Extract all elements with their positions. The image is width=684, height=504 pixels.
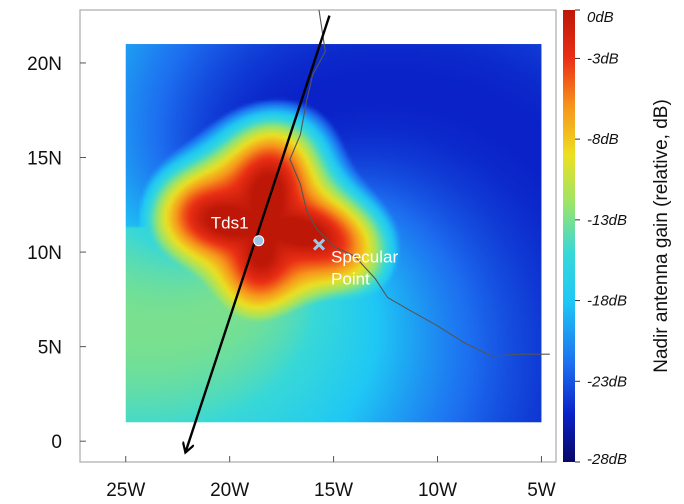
colorbar-tick-label: -13dB [587, 212, 627, 229]
colorbar-tick-label: -8dB [587, 131, 619, 148]
specular-point-label-line: Specular [331, 248, 398, 267]
specular-point-label: Specular Point [331, 248, 398, 289]
x-tick-label: 5W [527, 480, 556, 501]
colorbar-label: Nadir antenna gain (relative, dB) [651, 99, 672, 373]
colorbar-tick-label: -3dB [587, 50, 619, 67]
specular-point-label-line: Point [331, 270, 370, 289]
y-tick-label: 20N [27, 54, 62, 75]
colorbar-ticks: 0dB -3dB -8dB -13dB -18dB -23dB -28dB [575, 9, 627, 468]
x-tick-label: 15W [314, 480, 353, 501]
y-tick-label: 15N [27, 149, 62, 170]
tds1-label: Tds1 [211, 214, 249, 233]
specular-point-marker [312, 238, 326, 251]
y-tick-label: 5N [38, 338, 62, 359]
coastline [289, 10, 550, 357]
y-tick-label: 0 [51, 432, 62, 453]
colorbar-tick-label: -18dB [587, 293, 627, 310]
x-axis-ticks: 25W 20W 15W 10W 5W [106, 456, 556, 501]
colorbar [563, 10, 575, 462]
tds1-marker [253, 235, 265, 247]
colorbar-tick-label: 0dB [587, 9, 614, 26]
y-axis-ticks: 0 5N 10N 15N 20N [27, 54, 86, 453]
x-tick-label: 20W [210, 480, 249, 501]
y-tick-label: 10N [27, 243, 62, 264]
ground-track-arrow [186, 15, 331, 451]
x-tick-label: 25W [106, 480, 145, 501]
colorbar-tick-label: -28dB [587, 451, 627, 468]
x-tick-label: 10W [418, 480, 457, 501]
colorbar-tick-label: -23dB [587, 373, 627, 390]
gain-heatmap [125, 44, 542, 423]
